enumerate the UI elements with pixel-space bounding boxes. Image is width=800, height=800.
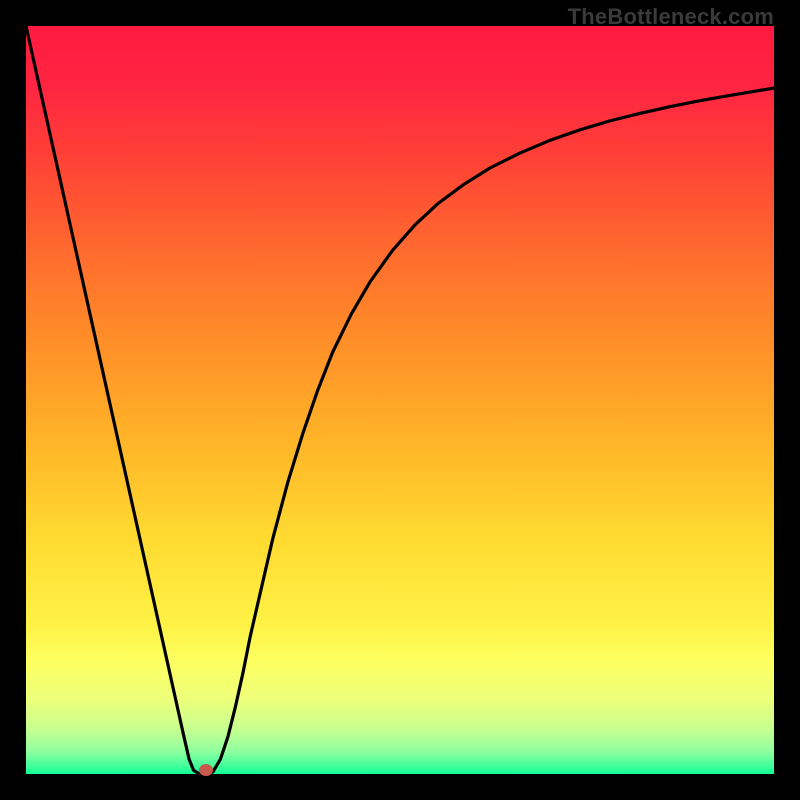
sweet-spot-marker [199, 764, 213, 776]
bottleneck-curve [0, 0, 800, 800]
chart-container: TheBottleneck.com [0, 0, 800, 800]
